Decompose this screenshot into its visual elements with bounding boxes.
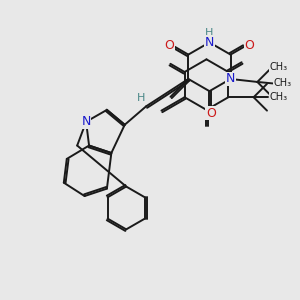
Text: H: H bbox=[205, 28, 214, 38]
Text: CH₃: CH₃ bbox=[269, 62, 287, 72]
Text: O: O bbox=[206, 106, 216, 120]
Text: O: O bbox=[165, 39, 175, 52]
Text: N: N bbox=[226, 73, 235, 85]
Text: CH₃: CH₃ bbox=[269, 92, 287, 102]
Text: N: N bbox=[81, 115, 91, 128]
Text: H: H bbox=[136, 93, 145, 103]
Text: N: N bbox=[205, 36, 214, 49]
Text: CH₃: CH₃ bbox=[273, 77, 291, 88]
Text: O: O bbox=[244, 39, 254, 52]
